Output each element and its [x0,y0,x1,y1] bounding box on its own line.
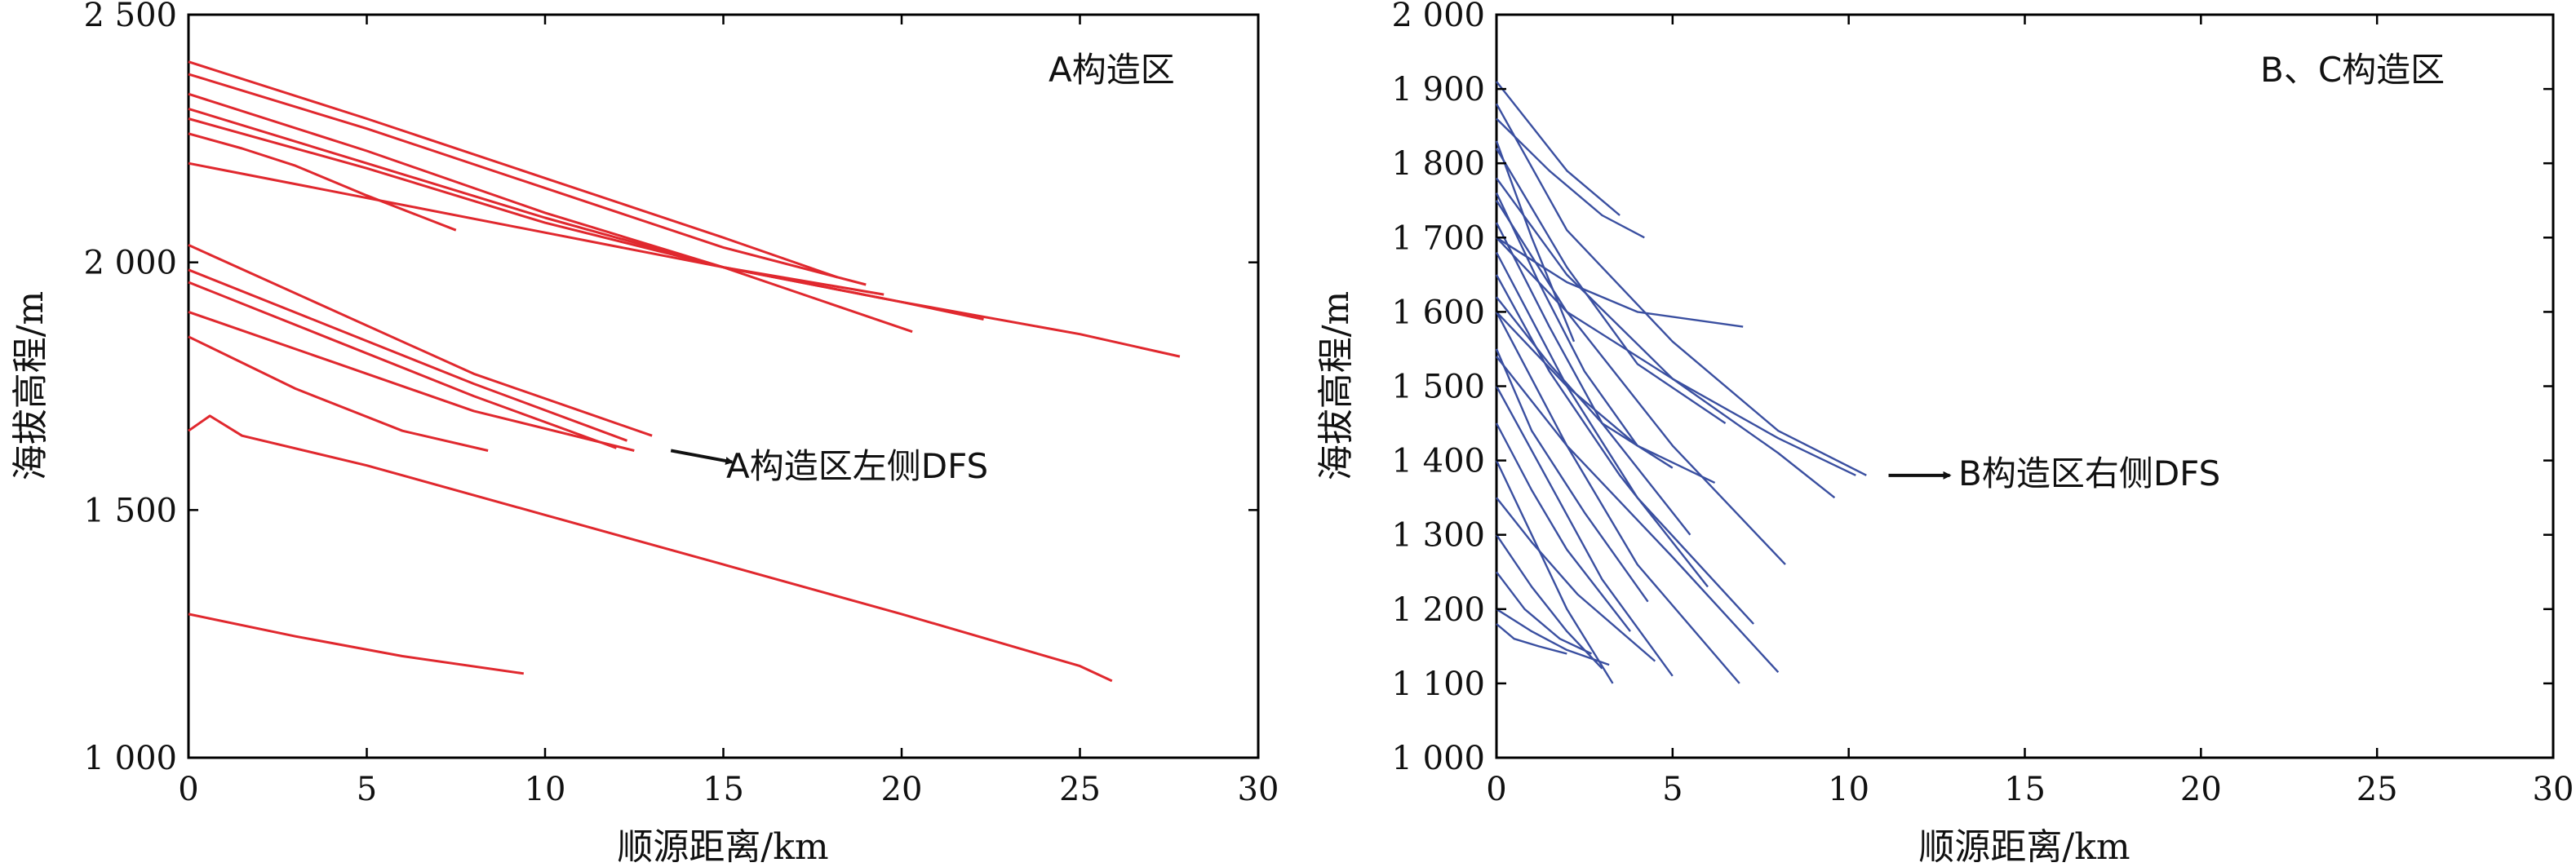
panel-b-y-tick-label: 1 200 [1391,591,1485,629]
panel-b-x-tick-label: 10 [1828,771,1869,808]
panel-a-series-10 [188,310,635,452]
panel-b-y-tick-label: 1 300 [1391,517,1485,555]
panel-b-series-12 [1495,460,1614,684]
panel-a-y-tick-label: 2 500 [83,0,177,34]
panel-b-y-tick-label: 1 800 [1391,145,1485,183]
panel-b-series-9 [1496,356,1780,674]
panel-b-series-16 [1495,192,1638,447]
panel-b-y-tick-label: 1 700 [1391,219,1485,257]
panel-b-x-tick-label: 25 [2357,771,2398,808]
panel-a-series-13 [188,613,525,675]
panel-b-series-7 [1495,200,1786,565]
panel-b-series-22 [1495,148,1727,424]
panel-b-series-24 [1496,608,1610,666]
panel-a-series-12 [188,414,1113,683]
panel-b-axes: 0 5 10 15 20 25 30 1 000 1 100 1 200 1 300 1 400 1 5… [1391,0,2574,808]
panel-a-annotation-arrow [670,449,734,465]
panel-a-y-axis-label: 海拔高程/m [10,291,51,481]
panel-a-series-3 [188,107,984,321]
panel-a-series-2 [188,92,913,334]
panel-a-y-tick-label: 1 500 [83,492,177,529]
panel-b-series-2 [1496,237,1744,328]
panel-a-x-tick-label: 0 [178,771,198,808]
panel-b-y-axis-label: 海拔高程/m [1315,291,1357,481]
panel-b: 0 5 10 15 20 25 30 1 000 1 100 1 200 1 300 1 400 1 5… [1315,0,2574,867]
panel-b-series-11 [1495,385,1674,677]
panel-b-x-tick-label: 0 [1486,771,1506,808]
panel-a-x-tick-label: 15 [703,771,744,808]
panel-a-series-6 [188,161,885,296]
panel-a-y-tick-label: 1 000 [83,740,177,777]
panel-b-series-10 [1495,311,1740,684]
panel-b-y-tick-label: 1 400 [1391,443,1485,480]
panel-b-series-20 [1495,422,1631,632]
panel-b-y-tick-label: 1 100 [1391,666,1485,703]
panel-b-x-tick-label: 15 [2004,771,2046,808]
panel-b-y-tick-label: 1 500 [1391,369,1485,406]
panel-a-x-tick-label: 5 [357,771,377,808]
panel-a-label: A构造区 [1049,50,1175,90]
panel-a-series-5 [188,132,457,232]
panel-b-x-axis-label: 顺源距离/km [1918,826,2130,867]
panel-b-x-tick-label: 5 [1662,771,1683,808]
panel-a-x-axis-label: 顺源距离/km [617,826,828,867]
panel-b-series-18 [1495,274,1709,588]
panel-b-series-14 [1496,571,1593,655]
panel-b-y-tick-label: 1 000 [1391,740,1485,777]
panel-b-y-tick-label: 1 600 [1391,294,1485,331]
panel-b-series-25 [1496,623,1567,655]
panel-b-plot-area [1495,81,1867,684]
panel-a-plot-area [188,60,1181,683]
panel-b-series-6 [1496,311,1716,484]
panel-a-x-tick-label: 20 [881,771,923,808]
panel-b-annotation: B构造区右侧DFS [1888,453,2220,493]
panel-a-x-tick-label: 30 [1238,771,1279,808]
panel-a-axes: 0 5 10 15 20 25 30 1 000 1 500 2 000 2 500 [83,0,1279,808]
panel-b-series-23 [1496,296,1674,469]
panel-b-y-tick-label: 1 900 [1391,71,1485,108]
panel-b-series-3 [1495,103,1867,476]
panel-a-annotation: A构造区左侧DFS [670,446,988,486]
panel-b-x-tick-label: 20 [2180,771,2222,808]
panel-b-series-5 [1496,177,1836,499]
panel-b-series-15 [1495,140,1576,343]
panel-b-series-8 [1495,251,1754,625]
panel-b-series-21 [1496,497,1656,662]
panel-b-series-1 [1496,117,1645,239]
panel-a-series-0 [188,60,838,279]
panel-a-series-9 [188,281,617,449]
panel-a-series-1 [188,73,867,286]
panel-b-frame [1495,13,2555,759]
panel-b-series-0 [1496,81,1621,216]
panel-b-series-19 [1495,348,1649,603]
panel-a: 0 5 10 15 20 25 30 1 000 1 500 2 000 2 500 A构造区 A构… [10,0,1279,867]
panel-a-x-tick-label: 10 [525,771,566,808]
panel-a-y-tick-label: 2 000 [83,245,177,282]
panel-a-series-7 [188,244,653,437]
panel-a-x-tick-label: 25 [1059,771,1101,808]
panel-b-x-tick-label: 30 [2533,771,2574,808]
panel-a-series-11 [188,335,489,452]
panel-b-label: B、C构造区 [2260,50,2445,90]
panel-a-series-8 [188,268,628,442]
panel-b-annotation-text: B构造区右侧DFS [1958,453,2220,493]
panel-b-y-tick-label: 2 000 [1391,0,1485,34]
panel-a-annotation-text: A构造区左侧DFS [726,446,988,486]
panel-b-series-17 [1495,222,1691,536]
